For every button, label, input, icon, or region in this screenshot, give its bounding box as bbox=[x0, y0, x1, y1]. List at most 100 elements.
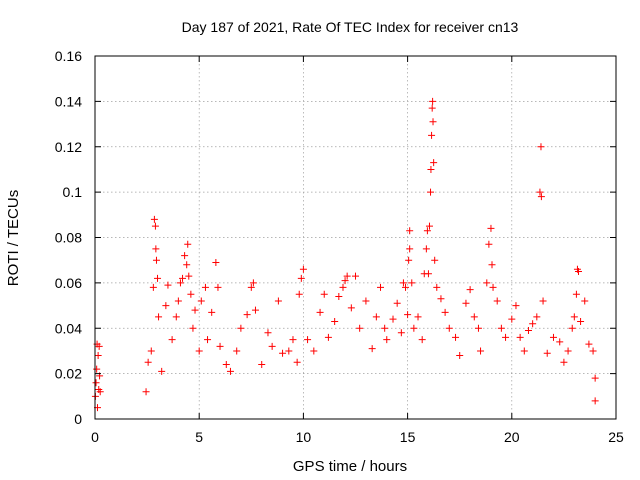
data-point bbox=[304, 336, 312, 344]
data-point bbox=[289, 336, 297, 344]
y-tick-label: 0.1 bbox=[63, 184, 83, 200]
data-point bbox=[195, 347, 203, 355]
data-point bbox=[470, 313, 478, 321]
data-point bbox=[428, 104, 436, 112]
data-point bbox=[183, 261, 191, 269]
x-tick-label: 25 bbox=[608, 429, 624, 445]
data-point bbox=[399, 279, 407, 287]
data-point bbox=[356, 324, 364, 332]
data-point bbox=[574, 268, 582, 276]
data-point bbox=[539, 297, 547, 305]
data-point bbox=[529, 320, 537, 328]
data-point bbox=[389, 315, 397, 323]
data-point bbox=[92, 379, 100, 387]
data-point bbox=[493, 297, 501, 305]
data-point bbox=[251, 306, 259, 314]
data-point bbox=[537, 143, 545, 151]
data-point bbox=[564, 347, 572, 355]
data-point bbox=[441, 308, 449, 316]
data-point bbox=[427, 165, 435, 173]
data-point bbox=[524, 327, 532, 335]
data-point bbox=[423, 227, 431, 235]
data-point bbox=[233, 347, 241, 355]
data-point bbox=[184, 240, 192, 248]
data-point bbox=[372, 313, 380, 321]
data-point bbox=[164, 281, 172, 289]
data-point bbox=[402, 283, 410, 291]
data-point bbox=[431, 256, 439, 264]
data-point bbox=[181, 252, 189, 260]
data-point bbox=[406, 227, 414, 235]
data-point bbox=[237, 324, 245, 332]
y-tick-label: 0.16 bbox=[55, 48, 82, 64]
y-tick-labels: 0 0.02 0.04 0.06 0.08 0.1 0.12 0.14 0.16 bbox=[55, 48, 82, 427]
data-point bbox=[406, 245, 414, 253]
data-point bbox=[536, 188, 544, 196]
data-point bbox=[168, 336, 176, 344]
y-tick-label: 0.06 bbox=[55, 275, 82, 291]
x-axis-title: GPS time / hours bbox=[293, 458, 407, 475]
data-point bbox=[466, 286, 474, 294]
data-point bbox=[474, 324, 482, 332]
data-point bbox=[155, 313, 163, 321]
data-point bbox=[324, 333, 332, 341]
data-point bbox=[581, 297, 589, 305]
data-point bbox=[428, 131, 436, 139]
data-point bbox=[477, 347, 485, 355]
data-point bbox=[488, 261, 496, 269]
data-point bbox=[174, 297, 182, 305]
x-tick-label: 5 bbox=[195, 429, 203, 445]
data-point bbox=[520, 347, 528, 355]
chart-title: Day 187 of 2021, Rate Of TEC Index for r… bbox=[182, 19, 519, 35]
data-point bbox=[433, 283, 441, 291]
data-point bbox=[247, 283, 255, 291]
data-point bbox=[151, 222, 159, 230]
y-tick-label: 0.12 bbox=[55, 139, 82, 155]
data-point bbox=[94, 351, 102, 359]
data-point bbox=[418, 336, 426, 344]
data-point bbox=[335, 292, 343, 300]
data-point bbox=[201, 283, 209, 291]
data-point bbox=[456, 351, 464, 359]
x-tick-label: 20 bbox=[504, 429, 520, 445]
data-point bbox=[591, 374, 599, 382]
data-point bbox=[543, 349, 551, 357]
data-point bbox=[487, 224, 495, 232]
data-point bbox=[152, 256, 160, 264]
data-point bbox=[279, 349, 287, 357]
data-point bbox=[462, 299, 470, 307]
data-point bbox=[368, 345, 376, 353]
data-point bbox=[310, 347, 318, 355]
data-point bbox=[274, 297, 282, 305]
data-point bbox=[96, 388, 104, 396]
data-point bbox=[591, 397, 599, 405]
data-point bbox=[212, 258, 220, 266]
y-tick-label: 0 bbox=[74, 411, 82, 427]
y-tick-label: 0.14 bbox=[55, 93, 82, 109]
data-point bbox=[589, 347, 597, 355]
data-point bbox=[316, 308, 324, 316]
data-point bbox=[249, 279, 257, 287]
data-point bbox=[489, 283, 497, 291]
data-point bbox=[204, 336, 212, 344]
data-point bbox=[445, 324, 453, 332]
data-point bbox=[152, 245, 160, 253]
data-point bbox=[158, 367, 166, 375]
data-point bbox=[176, 279, 184, 287]
data-point bbox=[222, 361, 230, 369]
data-point bbox=[172, 313, 180, 321]
data-point bbox=[377, 283, 385, 291]
data-point bbox=[331, 317, 339, 325]
data-point bbox=[264, 329, 272, 337]
data-point bbox=[429, 97, 437, 105]
data-point bbox=[208, 308, 216, 316]
data-point bbox=[516, 333, 524, 341]
grid bbox=[95, 56, 616, 419]
data-point bbox=[95, 342, 103, 350]
data-point bbox=[149, 283, 157, 291]
data-point bbox=[393, 299, 401, 307]
data-point bbox=[572, 290, 580, 298]
data-point bbox=[352, 272, 359, 280]
data-point bbox=[185, 272, 193, 280]
